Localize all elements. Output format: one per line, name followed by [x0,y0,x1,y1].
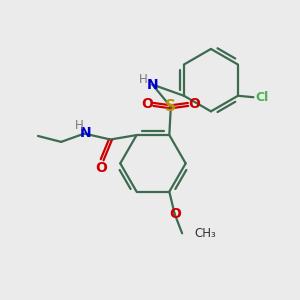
Text: O: O [169,207,181,221]
Text: O: O [189,98,200,111]
Text: Cl: Cl [255,91,268,104]
Text: CH₃: CH₃ [195,227,216,240]
Text: N: N [80,126,91,140]
Text: H: H [139,73,148,86]
Text: H: H [75,119,83,132]
Text: O: O [95,161,107,175]
Text: S: S [165,99,176,114]
Text: O: O [141,98,153,111]
Text: N: N [147,77,159,92]
